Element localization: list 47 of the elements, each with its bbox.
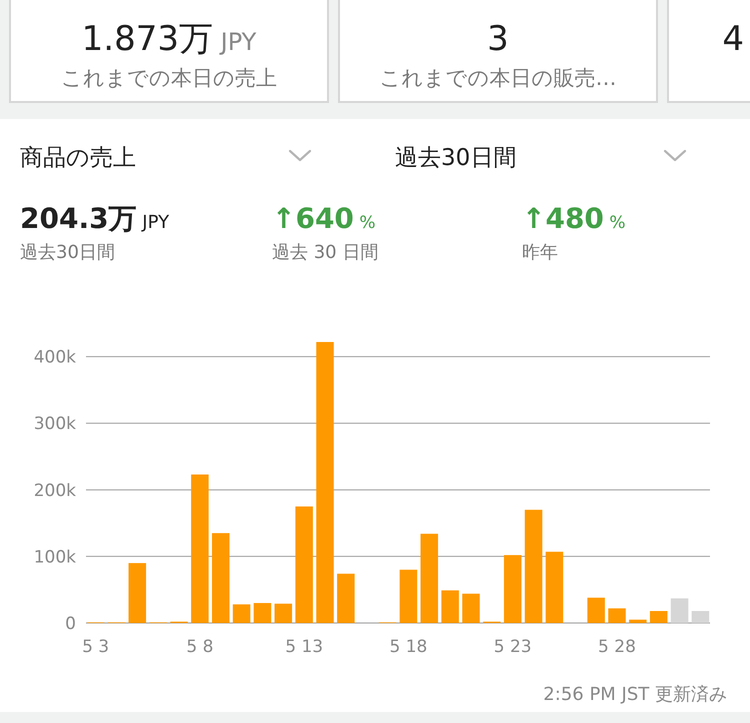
bar [441,590,459,623]
bar [212,533,230,623]
y-tick-label: 100k [34,547,76,568]
bar [295,506,313,623]
text: ↑640 % [272,202,376,235]
x-tick-label: 5 18 [390,637,428,657]
chart-title: 商品の売上 [20,145,136,171]
y-tick-label: 400k [34,348,76,368]
text: 2:56 PM JST 更新済み [543,684,727,705]
bar [608,608,626,623]
text: 過去 30 日間 [272,242,378,263]
bar [191,474,209,623]
bar [420,534,438,623]
bar [462,594,480,623]
x-tick-label: 5 3 [82,637,110,657]
x-tick-label: 5 8 [186,637,214,657]
y-tick-label: 0 [65,614,76,634]
bar [337,574,355,623]
bar [629,620,647,623]
bar [692,611,710,623]
x-tick-label: 5 13 [285,637,324,657]
chart-subtitle: 過去30日間 [395,145,516,171]
x-tick-label: 5 23 [494,637,532,657]
bar [400,570,418,623]
text: これまでの本日の販売… [380,66,616,90]
y-tick-label: 200k [34,480,76,501]
bar [254,603,272,623]
text: 昨年 [522,242,558,263]
text: ↑480 % [522,202,626,235]
bar [650,611,668,623]
bar [128,563,146,623]
text: 204.3万 JPY [20,202,170,235]
bar [524,510,542,623]
bar [546,552,564,623]
text: これまでの本日の売上 [61,66,277,90]
bar [232,604,250,623]
x-tick-label: 5 28 [598,637,636,657]
bar [316,342,334,623]
bar [670,598,688,623]
bar [274,604,292,623]
y-tick-label: 300k [34,414,76,434]
text: 3 [487,19,509,59]
text: 4 [722,19,744,59]
bar [587,598,605,623]
text: 1.873万 JPY [82,19,257,59]
text: 過去30日間 [20,242,115,263]
bar [504,555,522,623]
